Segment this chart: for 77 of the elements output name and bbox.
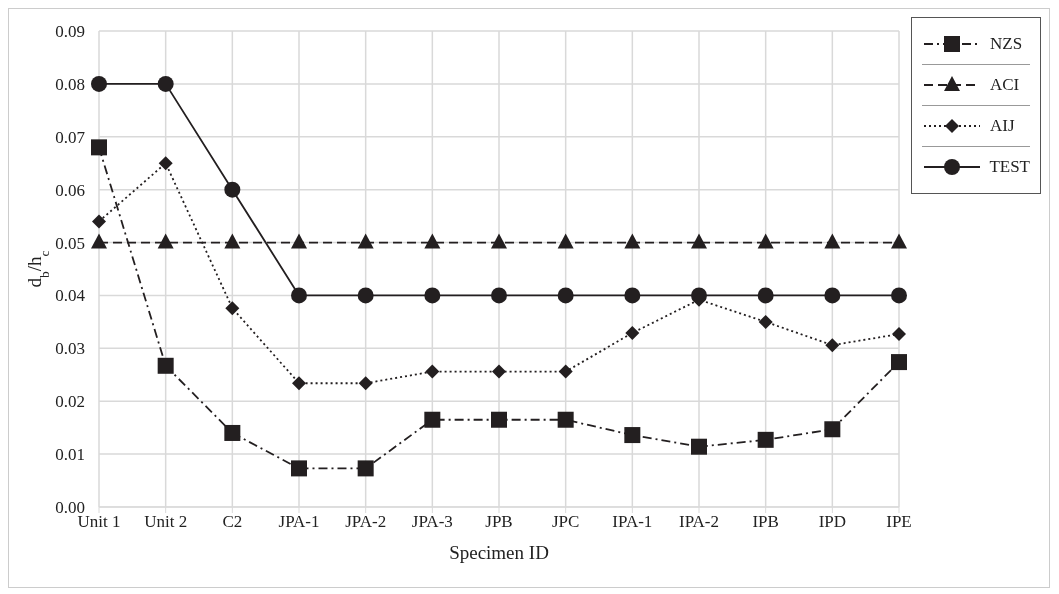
- legend-label: TEST: [989, 157, 1030, 177]
- point: [824, 233, 841, 249]
- point: [825, 338, 840, 353]
- point: [157, 233, 174, 249]
- point: [557, 411, 574, 428]
- y-tick-label: 0.08: [55, 74, 85, 94]
- x-tick-label: IPD: [818, 512, 847, 532]
- y-tick-label: 0.09: [55, 22, 85, 42]
- point: [891, 233, 907, 249]
- x-tick-label: Unit 1: [77, 512, 121, 532]
- point: [492, 364, 506, 379]
- point: [624, 233, 641, 249]
- point: [892, 327, 906, 342]
- x-tick-label: IPE: [886, 512, 912, 532]
- point: [625, 326, 640, 340]
- y-tick-label: 0.01: [55, 445, 85, 465]
- x-tick-label: IPB: [752, 512, 779, 532]
- legend-label: NZS: [990, 34, 1023, 54]
- point: [824, 421, 841, 438]
- point: [291, 460, 307, 477]
- x-tick-label: JPA-1: [278, 512, 320, 532]
- point: [358, 376, 373, 391]
- x-tick-label: JPA-3: [411, 512, 453, 532]
- legend-label: ACI: [990, 75, 1020, 95]
- y-tick-label: 0.04: [55, 286, 86, 306]
- point: [758, 314, 773, 329]
- point: [557, 287, 574, 304]
- y-tick-label: 0.07: [55, 127, 86, 147]
- point: [292, 376, 306, 391]
- x-tick-label: C2: [222, 512, 243, 532]
- point: [491, 411, 507, 428]
- point: [624, 287, 641, 304]
- point: [91, 75, 107, 92]
- y-tick-label: 0.02: [55, 392, 85, 412]
- point: [91, 233, 107, 249]
- x-tick-label: IPA-1: [612, 512, 653, 532]
- point: [357, 233, 374, 249]
- point: [91, 139, 107, 156]
- point: [557, 233, 574, 249]
- point: [291, 233, 307, 249]
- x-tick-label: IPA-2: [679, 512, 719, 532]
- point: [92, 214, 106, 229]
- y-tick-label: 0.06: [55, 180, 85, 200]
- point: [891, 354, 907, 371]
- x-tick-label: JPA-2: [345, 512, 387, 532]
- point: [424, 287, 441, 304]
- x-tick-label: Unit 2: [144, 512, 188, 532]
- point: [558, 364, 573, 379]
- point: [224, 181, 241, 198]
- x-tick-label: JPC: [551, 512, 580, 532]
- x-tick-label: JPB: [485, 512, 513, 532]
- point: [757, 431, 774, 448]
- point: [224, 233, 241, 249]
- point: [291, 287, 307, 304]
- y-tick-label: 0.03: [55, 339, 85, 359]
- point: [757, 287, 774, 304]
- y-tick-label: 0.05: [55, 233, 85, 253]
- point: [491, 233, 507, 249]
- point: [491, 287, 507, 304]
- x-axis-title: Specimen ID: [449, 542, 549, 563]
- point: [624, 427, 641, 444]
- point: [224, 424, 241, 441]
- point: [157, 357, 174, 374]
- point: [425, 364, 440, 379]
- point: [757, 233, 774, 249]
- point: [225, 301, 240, 316]
- point: [691, 438, 707, 455]
- point: [424, 233, 441, 249]
- point: [357, 460, 374, 477]
- point: [157, 75, 174, 92]
- point: [891, 287, 907, 304]
- point: [824, 287, 841, 304]
- point: [691, 233, 707, 249]
- point: [357, 287, 374, 304]
- point: [158, 156, 173, 171]
- legend-label: AIJ: [990, 116, 1015, 136]
- point: [424, 411, 441, 428]
